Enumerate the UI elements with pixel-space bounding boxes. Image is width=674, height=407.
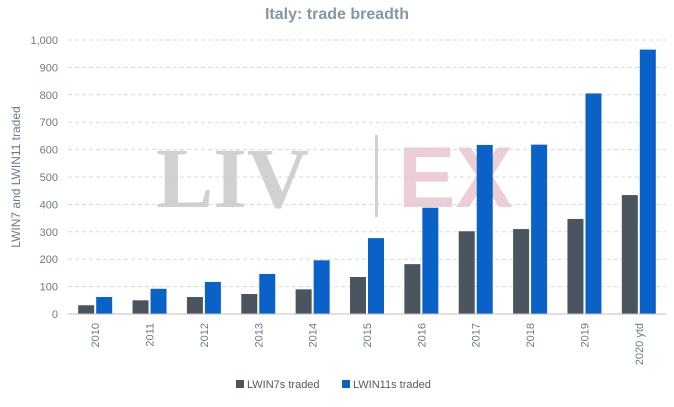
- y-axis-label: LWIN7 and LWIN11 traded: [9, 106, 23, 247]
- x-tick-label: 2019: [579, 323, 591, 347]
- x-tick-label: 2017: [471, 323, 483, 347]
- legend: LWIN7s traded LWIN11s traded: [236, 379, 431, 391]
- watermark-divider: [375, 135, 378, 217]
- bar-lwin7: [295, 289, 312, 314]
- bar-lwin7: [621, 195, 638, 314]
- x-axis-ticks: 2010 2011 2012 2013 2014 2015 2016 2017 2018 2019…: [90, 323, 646, 365]
- bar-lwin11: [476, 144, 493, 314]
- x-tick-label: 2013: [253, 323, 265, 347]
- x-tick-label: 2015: [362, 323, 374, 347]
- y-tick-label: 0: [52, 309, 58, 321]
- x-tick-label: 2010: [90, 323, 102, 347]
- gridlines: [68, 39, 666, 288]
- bar-lwin11: [585, 93, 602, 315]
- bar-lwin7: [458, 231, 475, 314]
- y-tick-label: 700: [40, 117, 58, 129]
- y-axis-ticks: 0 100 200 300 400 500 600 700 800 900 1,000: [30, 35, 58, 321]
- y-tick-label: 200: [40, 254, 58, 266]
- bar-lwin7: [78, 305, 95, 314]
- y-tick-label: 500: [40, 172, 58, 184]
- bar-lwin11: [639, 49, 656, 315]
- x-tick-label: 2011: [145, 323, 157, 347]
- y-tick-label: 800: [40, 90, 58, 102]
- bar-lwin7: [404, 264, 421, 314]
- legend-swatch: [236, 380, 244, 388]
- bar-lwin11: [313, 260, 330, 314]
- bar-lwin11: [204, 281, 221, 314]
- legend-label: LWIN11s traded: [353, 379, 431, 391]
- legend-swatch: [342, 380, 350, 388]
- chart-title: Italy: trade breadth: [265, 6, 409, 23]
- bar-lwin11: [368, 238, 384, 314]
- bar-lwin7: [350, 277, 366, 314]
- watermark-ex: EX: [398, 130, 513, 226]
- watermark-liv: LIV: [156, 130, 309, 226]
- x-tick-label: 2014: [308, 323, 320, 347]
- bar-lwin7: [567, 218, 584, 314]
- legend-label: LWIN7s traded: [247, 379, 320, 391]
- y-tick-label: 400: [40, 199, 58, 211]
- y-tick-label: 1,000: [30, 35, 58, 47]
- liv-ex-watermark: LIV EX: [156, 130, 513, 226]
- y-tick-label: 900: [40, 62, 58, 74]
- y-tick-label: 600: [40, 145, 58, 157]
- bar-lwin7: [513, 229, 530, 314]
- x-tick-label: 2016: [416, 323, 428, 347]
- y-tick-label: 100: [40, 282, 58, 294]
- bar-lwin7: [186, 297, 203, 314]
- x-tick-label: 2012: [199, 323, 211, 347]
- bar-lwin11: [422, 207, 439, 314]
- y-tick-label: 300: [40, 227, 58, 239]
- x-tick-label: 2018: [525, 323, 537, 347]
- bars: [78, 49, 656, 315]
- bar-lwin11: [259, 273, 276, 314]
- bar-lwin11: [96, 297, 113, 314]
- bar-lwin7: [132, 300, 149, 314]
- bar-lwin11: [531, 144, 548, 314]
- x-tick-label: 2020 ytd: [634, 323, 646, 365]
- bar-lwin11: [150, 288, 167, 314]
- bar-lwin7: [241, 293, 258, 314]
